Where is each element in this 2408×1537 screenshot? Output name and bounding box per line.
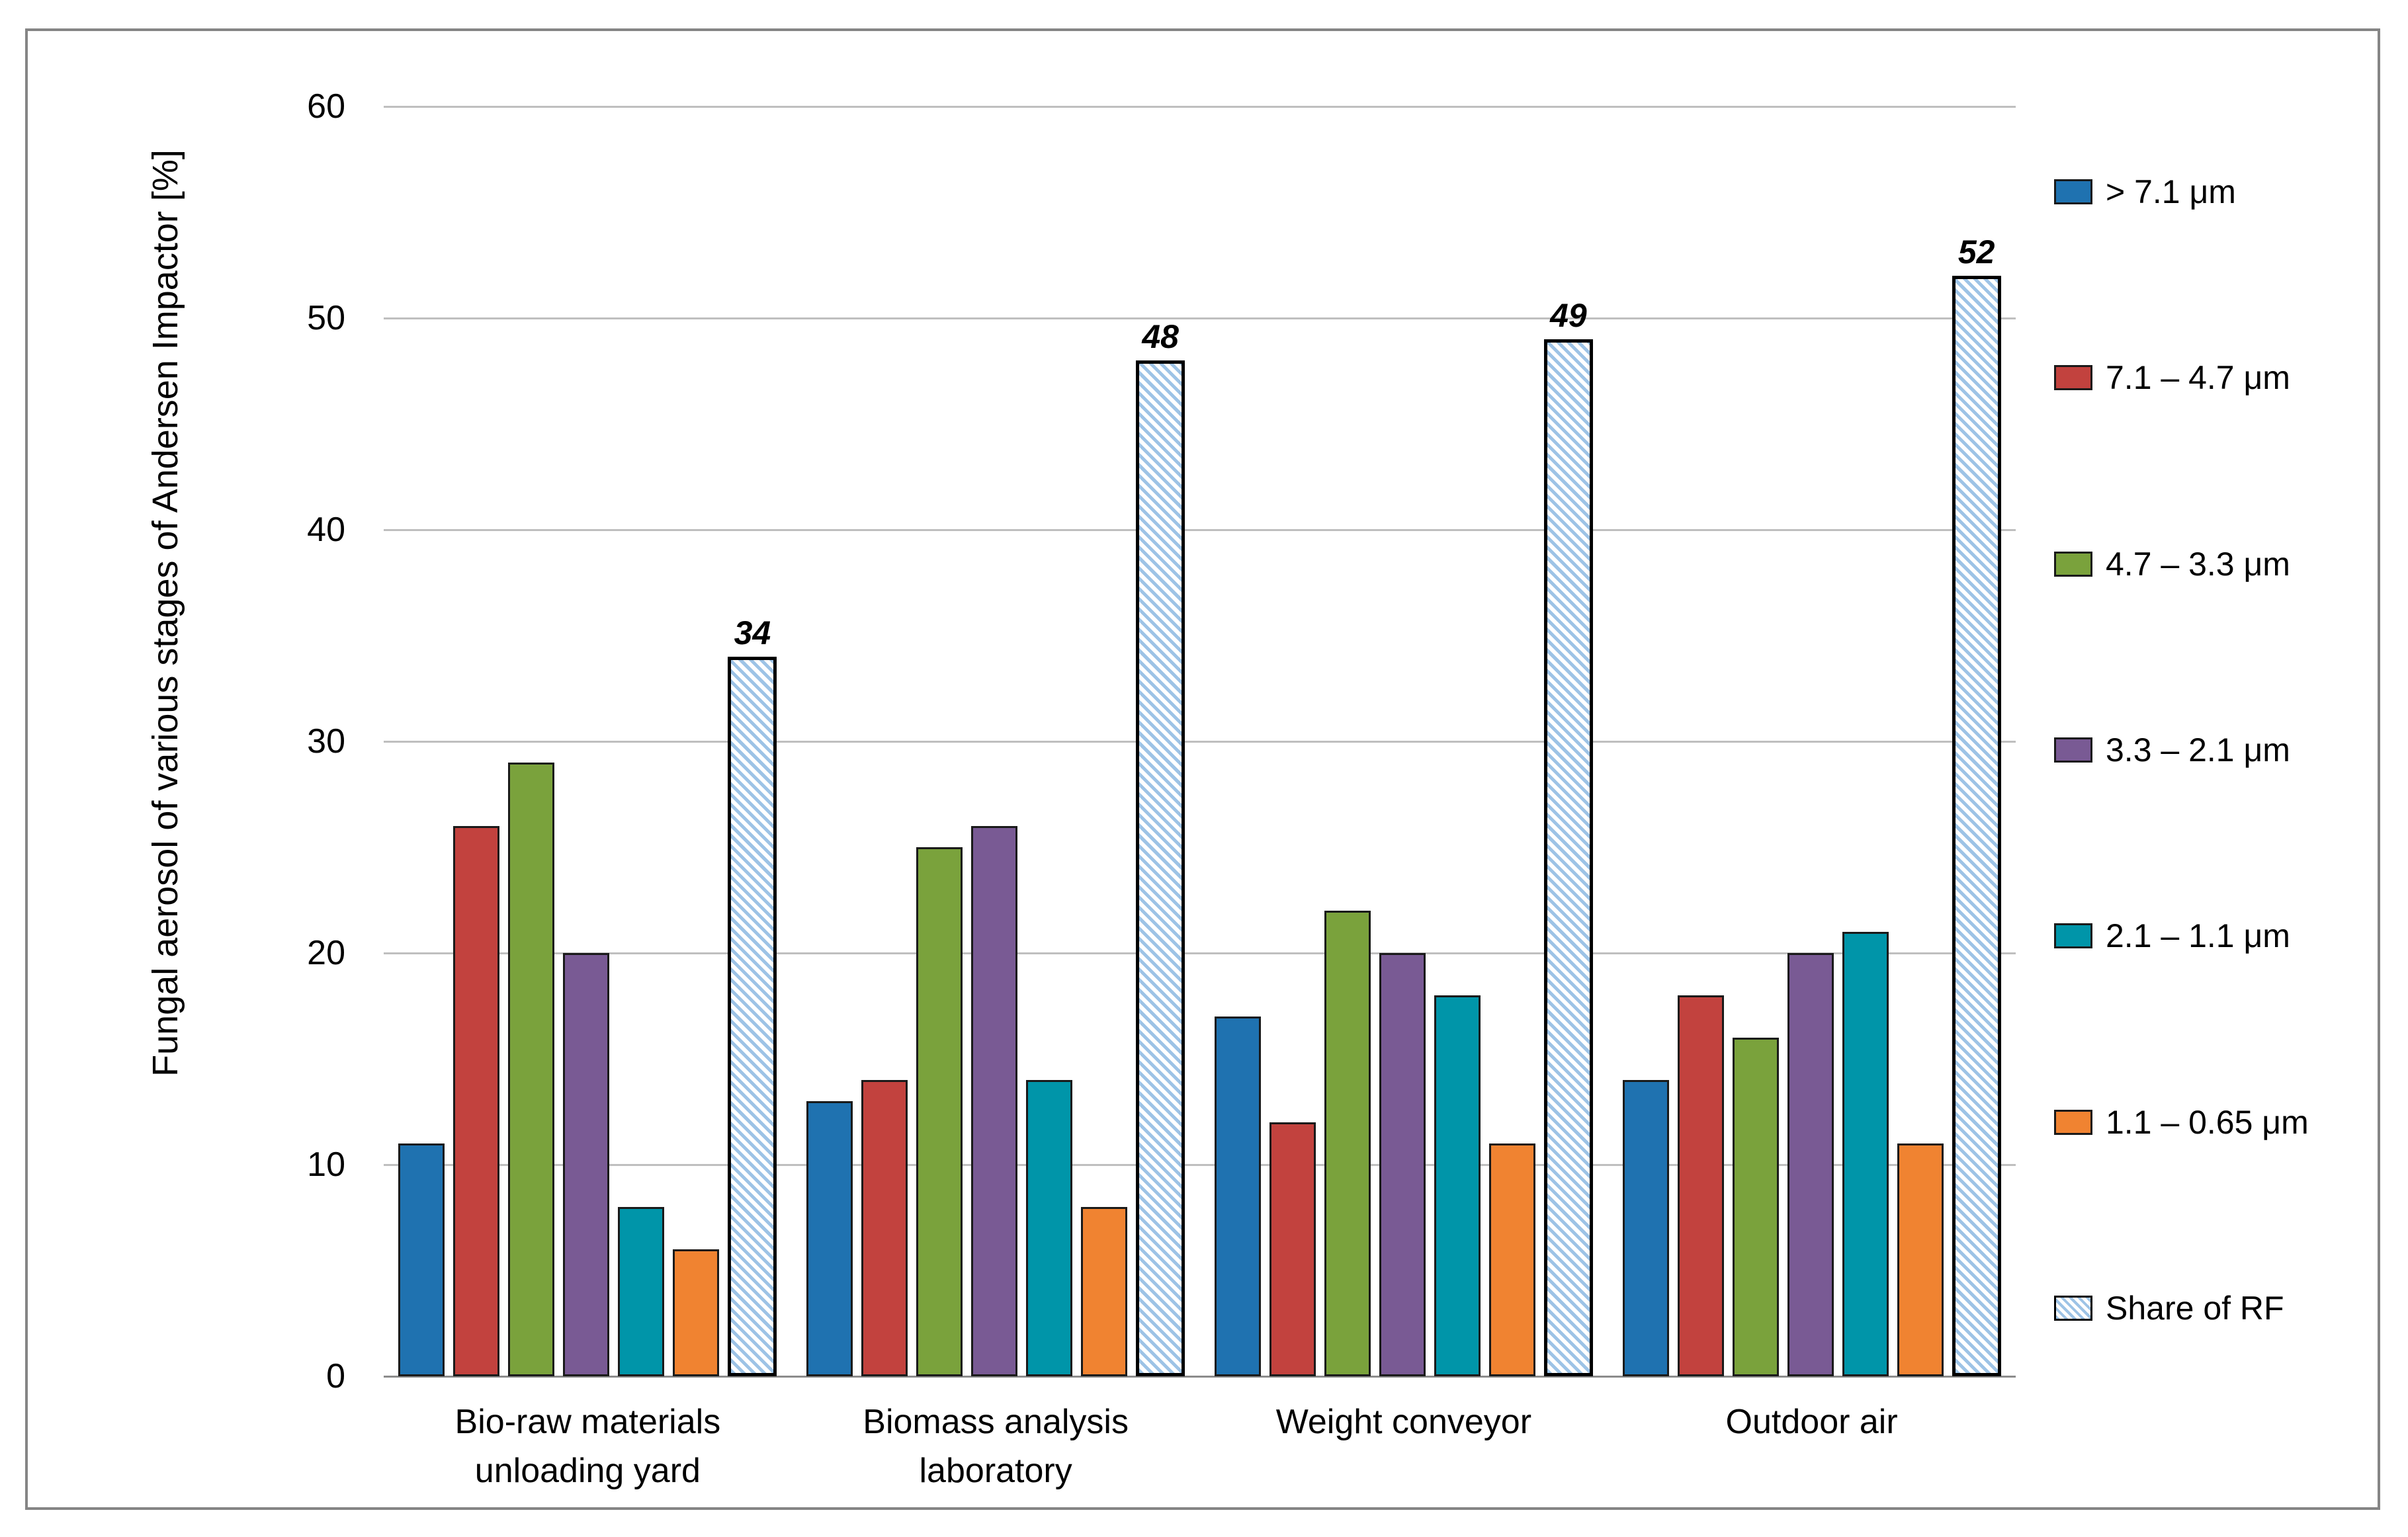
x-axis-category-labels: Bio-raw materials unloading yard Biomass …	[384, 1397, 2016, 1495]
legend-label: 2.1 – 1.1 μm	[2106, 917, 2290, 955]
legend-label: > 7.1 μm	[2106, 173, 2236, 210]
bar	[971, 826, 1018, 1376]
bar	[861, 1080, 908, 1376]
gridline-10	[384, 1163, 2016, 1166]
bar-group-2: 48	[792, 106, 1200, 1376]
legend-swatch-icon	[2054, 923, 2092, 949]
gridline-30	[384, 740, 2016, 743]
gridline-0	[384, 1375, 2016, 1378]
bar-data-label: 34	[734, 614, 771, 651]
legend-item: 1.1 – 0.65 μm	[2054, 1103, 2408, 1142]
bar	[1677, 995, 1724, 1376]
bar-data-label: 48	[1142, 318, 1179, 355]
bar	[1081, 1207, 1128, 1376]
gridline-40	[384, 528, 2016, 531]
bar	[1026, 1080, 1073, 1376]
legend-swatch-icon	[2054, 1295, 2092, 1321]
legend-label: 1.1 – 0.65 μm	[2106, 1103, 2309, 1141]
bar-group-4: 52	[1608, 106, 2016, 1376]
bar	[1787, 953, 1834, 1376]
category-label-1: Bio-raw materials unloading yard	[454, 1403, 721, 1490]
bar-groups: 34 48 49 52	[384, 106, 2016, 1376]
bar	[1897, 1143, 1944, 1376]
bar	[673, 1249, 720, 1376]
bar: 34	[728, 614, 777, 1376]
bar: 48	[1136, 318, 1185, 1376]
legend-label: Share of RF	[2106, 1289, 2284, 1327]
y-tick-0: 0	[326, 1357, 345, 1395]
y-tick-30: 30	[307, 722, 345, 761]
bar-data-label: 52	[1957, 233, 1995, 270]
bar	[1324, 911, 1371, 1376]
legend-item: Share of RF	[2054, 1289, 2408, 1327]
bar	[1622, 1080, 1669, 1376]
y-tick-40: 40	[307, 511, 345, 549]
bar	[1379, 953, 1426, 1376]
bar-group-1: 34	[384, 106, 792, 1376]
legend-item: 3.3 – 2.1 μm	[2054, 731, 2408, 769]
legend-label: 3.3 – 2.1 μm	[2106, 731, 2290, 768]
legend-item: 7.1 – 4.7 μm	[2054, 358, 2408, 397]
y-tick-10: 10	[307, 1145, 345, 1184]
legend-swatch-icon	[2054, 737, 2092, 763]
y-tick-50: 50	[307, 299, 345, 337]
legend: > 7.1 μm 7.1 – 4.7 μm 4.7 – 3.3 μm 3.3 – 2.…	[2054, 173, 2408, 1327]
gridline-50	[384, 317, 2016, 319]
legend-item: 4.7 – 3.3 μm	[2054, 545, 2408, 583]
legend-swatch-icon	[2054, 551, 2092, 577]
category-label-4: Outdoor air	[1725, 1403, 1898, 1441]
bar	[1214, 1017, 1261, 1376]
plot-area: 34 48 49 52	[384, 105, 2016, 1378]
bar: 52	[1952, 233, 2001, 1376]
bar: 49	[1543, 297, 1593, 1376]
gridline-60	[384, 105, 2016, 108]
legend-label: 7.1 – 4.7 μm	[2106, 359, 2290, 397]
bar-data-label: 49	[1550, 297, 1587, 334]
legend-swatch-icon	[2054, 365, 2092, 391]
legend-item: 2.1 – 1.1 μm	[2054, 917, 2408, 955]
bar	[563, 953, 610, 1376]
bar	[398, 1143, 445, 1376]
y-tick-20: 20	[307, 934, 345, 972]
bar	[916, 847, 963, 1376]
gridline-20	[384, 952, 2016, 954]
legend-swatch-icon	[2054, 1109, 2092, 1135]
bar	[508, 763, 555, 1376]
bar-group-3: 49	[1200, 106, 1608, 1376]
bar	[1434, 995, 1481, 1376]
legend-swatch-icon	[2054, 179, 2092, 204]
bar	[1488, 1143, 1535, 1376]
bar	[1842, 932, 1889, 1376]
legend-label: 4.7 – 3.3 μm	[2106, 545, 2290, 583]
legend-item: > 7.1 μm	[2054, 173, 2408, 211]
bar	[453, 826, 500, 1376]
bar	[806, 1101, 853, 1376]
bar	[618, 1207, 665, 1376]
category-label-3: Weight conveyor	[1275, 1403, 1532, 1441]
bar	[1732, 1038, 1779, 1376]
y-axis-title: Fungal aerosol of various stages of Ande…	[146, 149, 185, 1077]
y-tick-60: 60	[307, 87, 345, 126]
category-label-2: Biomass analysis laboratory	[863, 1403, 1129, 1490]
chart-frame: Fungal aerosol of various stages of Ande…	[25, 28, 2380, 1510]
bar	[1269, 1122, 1316, 1376]
